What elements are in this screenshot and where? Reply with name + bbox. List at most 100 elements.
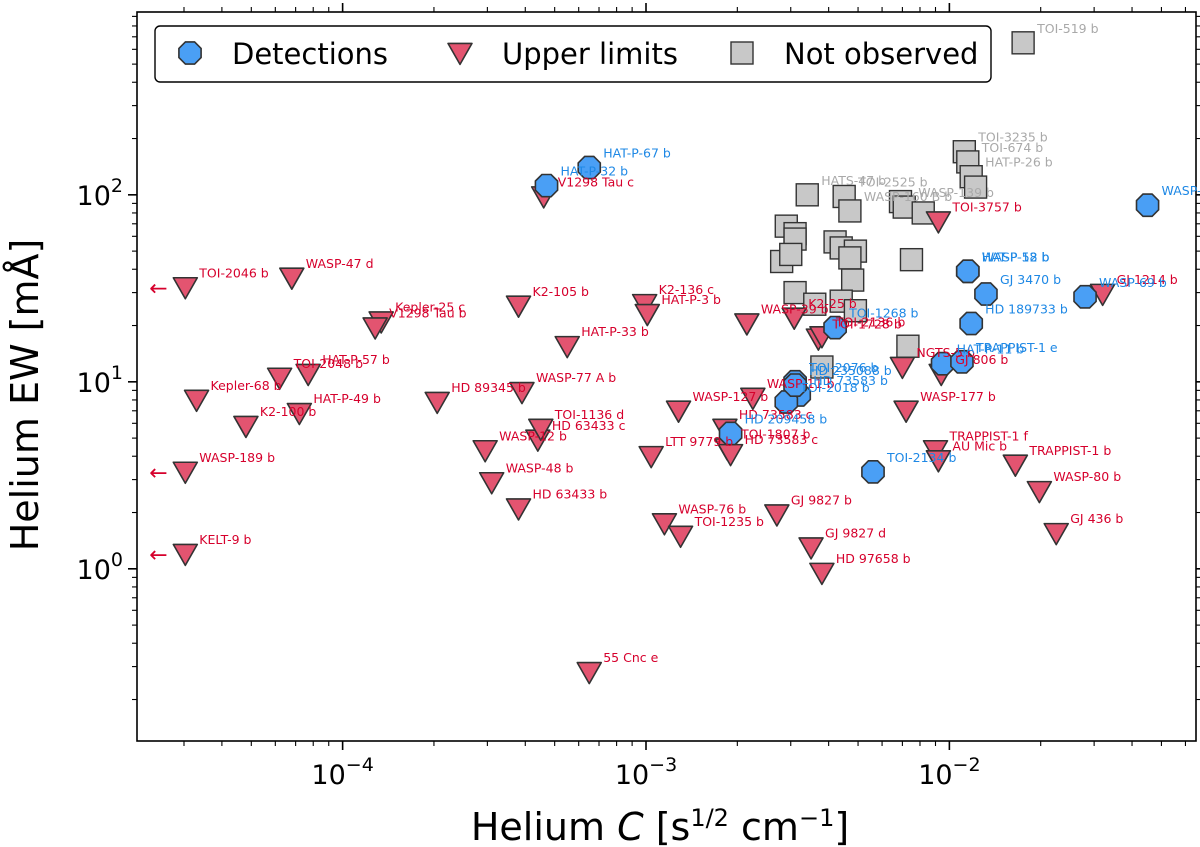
- point-label: K2-100 b: [260, 404, 316, 419]
- point-label: HAT-P-32 b: [561, 164, 629, 179]
- point-label: TOI-1268 b: [848, 306, 918, 321]
- x-tick-label: 10−4: [311, 754, 373, 791]
- legend-marker: [447, 42, 473, 66]
- point-label: HAT-P-26 b: [985, 155, 1053, 170]
- series-not-observed: [769, 31, 1035, 379]
- data-point: [925, 449, 952, 473]
- data-point: [783, 373, 808, 398]
- x-axis-title: Helium C [s1/2 cm−1]: [471, 804, 849, 847]
- data-point: [840, 268, 865, 292]
- data-point: [781, 307, 808, 330]
- data-point: [667, 525, 694, 549]
- data-point: [509, 381, 535, 405]
- legend-marker: [178, 41, 202, 65]
- data-point: [1073, 284, 1097, 309]
- data-point: [889, 356, 916, 380]
- point-label: WASP-52 b: [982, 249, 1050, 264]
- data-point: [634, 303, 661, 327]
- point-label: HD 189733 b: [985, 302, 1068, 317]
- point-label: HAT-P-33 b: [581, 324, 649, 339]
- y-tick-label: 101: [77, 362, 123, 399]
- data-point: [266, 367, 293, 391]
- data-point: [1002, 454, 1029, 477]
- data-point: [1026, 480, 1053, 504]
- point-label: HAT-P-57 b: [322, 352, 390, 367]
- data-point: [1135, 193, 1160, 218]
- data-point: [577, 155, 602, 180]
- point-label: TOI-2076 b: [808, 360, 878, 375]
- point-label: TOI-3235 b: [977, 130, 1047, 145]
- legend-label: Upper limits: [502, 37, 678, 71]
- point-label: WASP-107 b: [1162, 183, 1200, 198]
- data-point: [651, 512, 678, 536]
- data-point: [899, 247, 924, 272]
- axes-box: [136, 11, 1197, 742]
- data-point: [665, 400, 692, 423]
- data-point: [534, 173, 559, 198]
- point-label: WASP-39 b: [761, 302, 829, 317]
- data-point: [925, 211, 952, 234]
- legend-marker: [730, 41, 754, 65]
- data-point: [527, 418, 554, 442]
- point-label: TOI-2018 b: [799, 380, 869, 395]
- point-label: WASP-139 b: [918, 185, 994, 200]
- point-label: HD 235088 b: [809, 363, 892, 378]
- legend-label: Detections: [232, 37, 388, 71]
- lower-limit-arrow: ←: [149, 276, 167, 301]
- point-label: TOI-2134 b: [886, 450, 956, 465]
- legend-box: [154, 25, 992, 83]
- point-label: K2-105 b: [533, 284, 589, 299]
- point-label: K2-136 c: [659, 282, 714, 297]
- data-point: [734, 313, 760, 336]
- point-label: TOI-3757 b: [951, 200, 1021, 215]
- point-label: HD 63433 c: [552, 418, 626, 433]
- data-point: [1011, 31, 1035, 55]
- point-label: HD 63433 b: [533, 487, 608, 502]
- y-tick-label: 100: [77, 549, 123, 586]
- data-point: [1043, 522, 1070, 546]
- data-point: [959, 311, 984, 336]
- point-label: TOI-1728 b: [831, 317, 901, 332]
- data-point: [554, 335, 581, 359]
- point-label: WASP-47 d: [306, 256, 374, 271]
- y-axis-ticks: 100 101 102: [77, 15, 1200, 701]
- data-point: [286, 402, 313, 426]
- data-point: [963, 175, 988, 199]
- point-label: WASP-80 b: [1053, 469, 1121, 484]
- point-label: LTT 9779 b: [665, 434, 733, 449]
- legend: Detections Upper limits Not observed: [154, 25, 992, 83]
- point-label: TOI-674 b: [981, 140, 1044, 155]
- point-label: HATS-47 b: [821, 173, 886, 188]
- data-point: [295, 363, 321, 387]
- y-axis-title: Helium EW [mÅ]: [3, 239, 47, 552]
- point-label: WASP-12 b: [499, 428, 567, 443]
- point-label: TOI-1235 b: [694, 514, 764, 529]
- data-point: [638, 445, 664, 469]
- point-label: HD 73583 c: [745, 432, 819, 447]
- point-label: TOI-1807 b: [740, 426, 810, 441]
- point-label: HAT-P-67 b: [603, 146, 671, 161]
- data-point: [172, 543, 199, 567]
- point-label: TOI-1136 d: [554, 407, 624, 422]
- data-point: [233, 415, 259, 439]
- data-point: [362, 317, 388, 340]
- point-label: WASP-189 b: [199, 450, 275, 465]
- point-label: AU Mic b: [952, 438, 1007, 453]
- point-label: TOI-2136 b: [835, 314, 905, 329]
- point-label: GJ 806 b: [955, 352, 1008, 367]
- data-point: [838, 246, 862, 270]
- point-label: KELT-9 b: [199, 532, 251, 547]
- point-label: WASP-160 B b: [864, 189, 952, 204]
- data-point: [279, 267, 305, 290]
- x-tick-label: 10−2: [918, 754, 980, 791]
- data-point: [893, 400, 919, 423]
- point-label: WASP-77 A b: [536, 370, 616, 385]
- point-label: TRAPPIST-1 e: [975, 340, 1058, 355]
- lower-limit-arrow: ←: [149, 543, 167, 568]
- point-label: Kepler-25 c: [395, 300, 465, 315]
- point-label: WASP-76 b: [678, 501, 746, 516]
- point-label: TRAPPIST-1 b: [1028, 443, 1111, 458]
- data-point: [779, 242, 803, 267]
- point-label: Kepler-68 b: [211, 378, 282, 393]
- data-point: [172, 461, 199, 485]
